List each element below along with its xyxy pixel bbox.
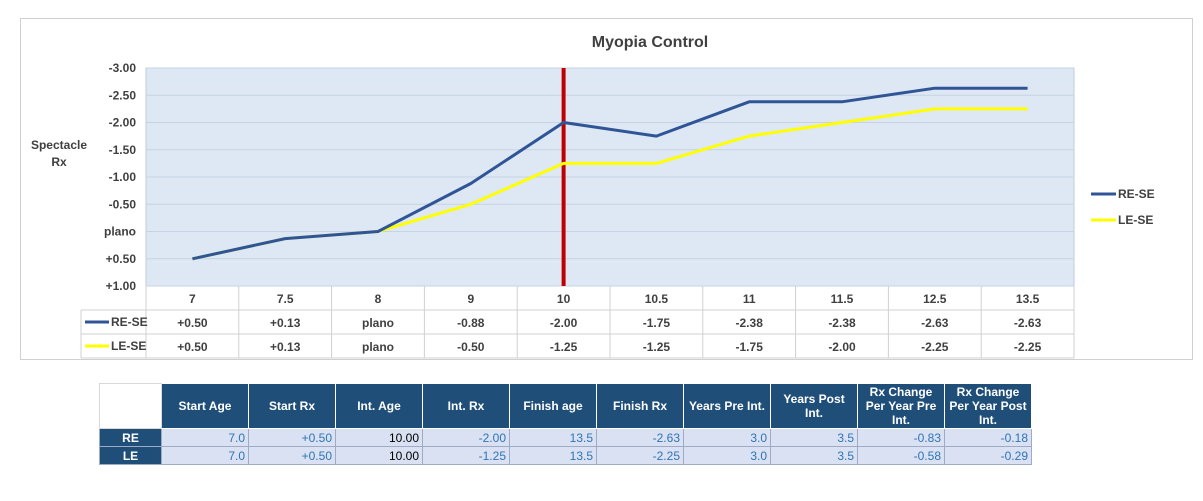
header-int-age: Int. Age bbox=[335, 383, 423, 429]
header-start-age: Start Age bbox=[161, 383, 249, 429]
corner-cell bbox=[99, 383, 162, 429]
table-cell: -2.00 bbox=[422, 428, 510, 447]
data-label: -2.38 bbox=[736, 316, 764, 330]
data-label: +0.13 bbox=[270, 316, 301, 330]
table-series-name: RE-SE bbox=[111, 315, 148, 329]
y-tick-label: -3.00 bbox=[109, 61, 137, 75]
chart-area: Myopia Control -3.00 -2.50 -2.00 -1.50 -1.00 -… bbox=[20, 18, 1193, 360]
data-label: +0.50 bbox=[177, 316, 208, 330]
x-tick-label: 11 bbox=[743, 292, 756, 306]
row-label: LE bbox=[99, 446, 162, 465]
table-cell: 13.5 bbox=[509, 428, 597, 447]
x-tick-label: 7 bbox=[189, 292, 196, 306]
y-tick-label: +1.00 bbox=[106, 279, 137, 293]
data-label: -2.00 bbox=[550, 316, 578, 330]
y-axis-label-line1: Spectacle bbox=[31, 138, 87, 152]
table-row: RE 7.0 +0.50 10.00 -2.00 13.5 -2.63 3.0 … bbox=[99, 428, 1032, 447]
header-start-rx: Start Rx bbox=[248, 383, 336, 429]
header-finish-rx: Finish Rx bbox=[596, 383, 684, 429]
data-label: -1.25 bbox=[643, 340, 671, 354]
header-int-rx: Int. Rx bbox=[422, 383, 510, 429]
x-tick-label: 9 bbox=[467, 292, 474, 306]
table-cell: -1.25 bbox=[422, 446, 510, 465]
x-tick-label: 10.5 bbox=[645, 292, 669, 306]
x-tick-label: 7.5 bbox=[277, 292, 294, 306]
header-years-post: Years Post Int. bbox=[770, 383, 858, 429]
series-line-re-se bbox=[192, 86, 1028, 261]
table-cell: 3.5 bbox=[770, 428, 858, 447]
data-label: -2.25 bbox=[921, 340, 949, 354]
data-label: +0.13 bbox=[270, 340, 301, 354]
header-years-pre: Years Pre Int. bbox=[683, 383, 771, 429]
y-tick-label: plano bbox=[104, 225, 136, 239]
table-cell: -2.25 bbox=[596, 446, 684, 465]
data-label: -1.75 bbox=[736, 340, 764, 354]
data-label: -2.25 bbox=[1014, 340, 1042, 354]
table-cell: 13.5 bbox=[509, 446, 597, 465]
table-cell: 3.0 bbox=[683, 428, 771, 447]
table-cell: 3.0 bbox=[683, 446, 771, 465]
table-series-name: LE-SE bbox=[111, 339, 146, 353]
y-axis-label-line2: Rx bbox=[51, 155, 67, 169]
x-tick-label: 11.5 bbox=[831, 292, 854, 306]
table-cell: 7.0 bbox=[161, 446, 249, 465]
chart-title: Myopia Control bbox=[592, 34, 708, 51]
data-label: +0.50 bbox=[177, 340, 208, 354]
y-tick-label: -1.50 bbox=[109, 143, 137, 157]
data-label: -1.75 bbox=[643, 316, 671, 330]
table-cell: -0.18 bbox=[944, 428, 1032, 447]
data-label: -0.88 bbox=[457, 316, 485, 330]
table-cell: +0.50 bbox=[248, 446, 336, 465]
data-label: -0.50 bbox=[457, 340, 485, 354]
header-finish-age: Finish age bbox=[509, 383, 597, 429]
data-label: -1.25 bbox=[550, 340, 578, 354]
summary-header-row: Start Age Start Rx Int. Age Int. Rx Fini… bbox=[99, 383, 1032, 429]
y-tick-label: +0.50 bbox=[106, 252, 137, 266]
table-cell: -0.83 bbox=[857, 428, 945, 447]
header-rx-change-post: Rx Change Per Year Post Int. bbox=[944, 383, 1032, 429]
row-label: RE bbox=[99, 428, 162, 447]
y-tick-label: -2.50 bbox=[109, 88, 137, 102]
y-tick-label: -0.50 bbox=[109, 197, 137, 211]
data-label: plano bbox=[362, 340, 394, 354]
legend-label: RE-SE bbox=[1118, 187, 1155, 201]
x-tick-label: 12.5 bbox=[923, 292, 947, 306]
y-tick-label: -1.00 bbox=[109, 170, 137, 184]
table-cell: 10.00 bbox=[335, 446, 423, 465]
data-label: -2.63 bbox=[921, 316, 949, 330]
table-cell: 10.00 bbox=[335, 428, 423, 447]
table-row: LE 7.0 +0.50 10.00 -1.25 13.5 -2.25 3.0 … bbox=[99, 446, 1032, 465]
table-cell: 7.0 bbox=[161, 428, 249, 447]
x-tick-label: 8 bbox=[375, 292, 382, 306]
table-cell: -2.63 bbox=[596, 428, 684, 447]
summary-table: Start Age Start Rx Int. Age Int. Rx Fini… bbox=[99, 383, 1032, 465]
x-tick-label: 10 bbox=[557, 292, 571, 306]
data-label: -2.00 bbox=[828, 340, 856, 354]
legend-label: LE-SE bbox=[1118, 213, 1153, 227]
y-tick-label: -2.00 bbox=[109, 116, 137, 130]
data-label: -2.38 bbox=[828, 316, 856, 330]
x-tick-label: 13.5 bbox=[1016, 292, 1040, 306]
table-cell: -0.58 bbox=[857, 446, 945, 465]
table-cell: 3.5 bbox=[770, 446, 858, 465]
data-label: plano bbox=[362, 316, 394, 330]
table-cell: -0.29 bbox=[944, 446, 1032, 465]
header-rx-change-pre: Rx Change Per Year Pre Int. bbox=[857, 383, 945, 429]
table-cell: +0.50 bbox=[248, 428, 336, 447]
data-label: -2.63 bbox=[1014, 316, 1042, 330]
myopia-chart: Myopia Control -3.00 -2.50 -2.00 -1.50 -1.00 -… bbox=[31, 34, 1155, 359]
